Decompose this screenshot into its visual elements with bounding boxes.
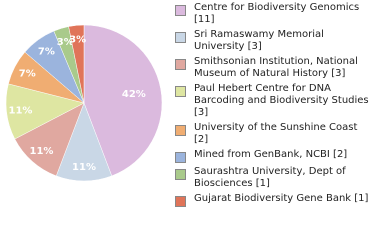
legend-item: University of the Sunshine Coast [2] (172, 122, 377, 146)
slice-label: 11% (29, 146, 53, 157)
legend-item: Paul Hebert Centre for DNA Barcoding and… (172, 83, 377, 119)
legend-swatch (175, 59, 186, 70)
legend: Centre for Biodiversity Genomics [11] Sri… (172, 2, 377, 210)
legend-item: Saurashtra University, Dept of Bioscienc… (172, 166, 377, 190)
legend-label: Sri Ramaswamy Memorial University [3] (194, 29, 324, 52)
pie: 42%11%11%11%7%7%3%3% (5, 24, 163, 182)
legend-item: Gujarat Biodiversity Gene Bank [1] (172, 193, 377, 207)
legend-swatch (175, 152, 186, 163)
slice-label: 11% (8, 105, 32, 116)
legend-swatch (175, 5, 186, 16)
legend-label: Paul Hebert Centre for DNA Barcoding and… (194, 83, 369, 118)
legend-swatch (175, 196, 186, 207)
legend-item: Smithsonian Institution, National Museum… (172, 56, 377, 80)
legend-label: Centre for Biodiversity Genomics [11] (194, 2, 360, 25)
legend-swatch (175, 125, 186, 136)
legend-item: Sri Ramaswamy Memorial University [3] (172, 29, 377, 53)
slice-label: 3% (57, 37, 74, 48)
slice-label: 42% (122, 89, 146, 100)
legend-swatch (175, 32, 186, 43)
legend-item: Mined from GenBank, NCBI [2] (172, 149, 377, 163)
pie-slice (68, 24, 85, 104)
legend-item: Centre for Biodiversity Genomics [11] (172, 2, 377, 26)
slice-label: 7% (38, 46, 55, 57)
slice-label: 7% (19, 68, 36, 79)
pie-slice (83, 24, 163, 177)
legend-swatch (175, 169, 186, 180)
legend-label: Mined from GenBank, NCBI [2] (194, 149, 348, 160)
legend-label: Smithsonian Institution, National Museum… (194, 56, 358, 79)
legend-label: Gujarat Biodiversity Gene Bank [1] (194, 193, 369, 204)
slice-label: 11% (72, 162, 96, 173)
slice-label: 3% (69, 34, 86, 45)
legend-label: University of the Sunshine Coast [2] (194, 122, 358, 145)
legend-label: Saurashtra University, Dept of Bioscienc… (194, 166, 346, 189)
legend-swatch (175, 86, 186, 97)
